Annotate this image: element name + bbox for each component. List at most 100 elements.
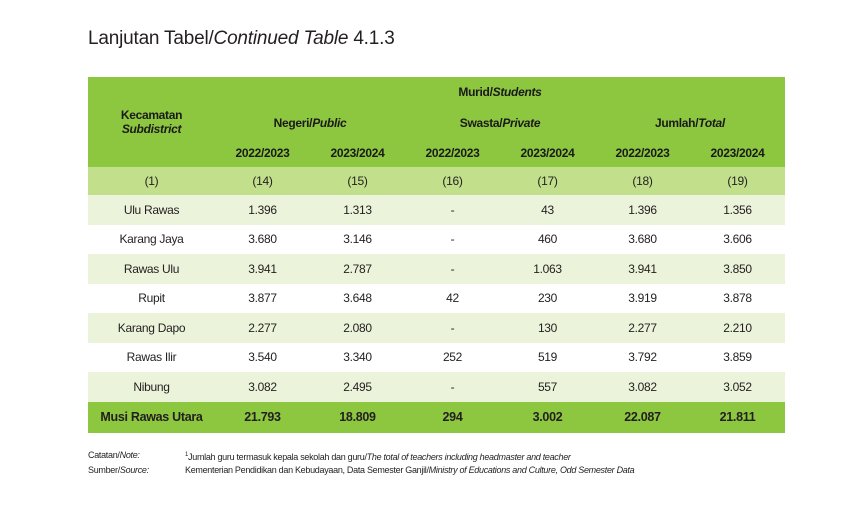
cell-value: 43 [500,195,595,225]
cell-value: 3.082 [215,372,310,402]
group-label: Swasta/ [459,116,503,130]
note-label: Catatan/Note: [88,449,185,464]
cell-value: - [405,372,500,402]
cell-value: 3.877 [215,283,310,313]
total-value: 21.793 [215,401,310,433]
note-label-id: Catatan/ [88,450,120,460]
cell-value: 3.606 [690,224,785,254]
row-name: Rupit [88,283,215,313]
column-number: (1) [88,167,215,195]
source-label-en: Source: [119,465,149,475]
total-value: 18.809 [310,401,405,433]
header-row-groups: Negeri/Public Swasta/Private Jumlah/Tota… [88,107,785,139]
header-kecamatan-label: Kecamatan [120,108,183,122]
group-label-en: Public [312,116,347,130]
table-row: Nibung 3.082 2.495 - 557 3.082 3.052 [88,372,785,402]
cell-value: 3.680 [595,224,690,254]
row-name: Rawas Ilir [88,342,215,372]
table-title: Lanjutan Tabel/Continued Table 4.1.3 [88,28,395,50]
note-superscript: 1 [185,452,189,458]
cell-value: 1.356 [690,195,785,225]
cell-value: 3.919 [595,283,690,313]
cell-value: 3.680 [215,224,310,254]
group-label: Negeri/ [273,116,313,130]
total-value: 22.087 [595,401,690,433]
footnotes: Catatan/Note: 1Jumlah guru termasuk kepa… [88,449,635,477]
cell-value: 1.063 [500,254,595,284]
column-number-row: (1) (14) (15) (16) (17) (18) (19) [88,167,785,195]
table-row: Karang Dapo 2.277 2.080 - 130 2.277 2.21… [88,313,785,343]
row-name: Karang Jaya [88,224,215,254]
note-label-en: Note: [119,450,140,460]
cell-value: 2.277 [215,313,310,343]
cell-value: 1.313 [310,195,405,225]
header-group-private: Swasta/Private [405,107,595,139]
note-text-id: Jumlah guru termasuk kepala sekolah dan … [188,452,367,462]
total-value: 294 [405,401,500,433]
header-subdistrict-label: Subdistrict [121,122,182,136]
header-murid: Murid/Students [215,77,785,107]
cell-value: 3.052 [690,372,785,402]
cell-value: 2.495 [310,372,405,402]
note-text: 1Jumlah guru termasuk kepala sekolah dan… [185,449,571,464]
cell-value: 42 [405,283,500,313]
source-text-id: Kementerian Pendidikan dan Kebudayaan, D… [185,465,429,475]
note-text-en: The total of teachers including headmast… [366,452,571,462]
cell-value: 2.080 [310,313,405,343]
header-group-total: Jumlah/Total [595,107,785,139]
row-name: Ulu Rawas [88,195,215,225]
column-number: (14) [215,167,310,195]
row-name: Rawas Ulu [88,254,215,284]
header-row-murid: Kecamatan Subdistrict Murid/Students [88,77,785,167]
cell-value: 3.941 [595,254,690,284]
cell-value: - [405,195,500,225]
header-year: 2023/2024 [500,139,595,167]
header-kecamatan: Kecamatan Subdistrict [88,77,215,167]
header-year: 2022/2023 [215,139,310,167]
cell-value: 1.396 [595,195,690,225]
source-text: Kementerian Pendidikan dan Kebudayaan, D… [185,464,635,477]
header-year: 2023/2024 [310,139,405,167]
cell-value: - [405,224,500,254]
table-row: Rawas Ilir 3.540 3.340 252 519 3.792 3.8… [88,342,785,372]
column-number: (18) [595,167,690,195]
total-name: Musi Rawas Utara [88,401,215,433]
cell-value: 3.850 [690,254,785,284]
group-label: Jumlah/ [655,116,699,130]
group-label-en: Total [698,116,725,130]
title-italic: Continued Table [213,28,349,49]
source-text-en: Ministry of Educations and Culture, Odd … [428,465,635,475]
cell-value: 3.082 [595,372,690,402]
cell-value: 2.277 [595,313,690,343]
column-number: (15) [310,167,405,195]
table-row: Ulu Rawas 1.396 1.313 - 43 1.396 1.356 [88,195,785,225]
cell-value: 460 [500,224,595,254]
cell-value: 3.540 [215,342,310,372]
note-line: Catatan/Note: 1Jumlah guru termasuk kepa… [88,449,634,464]
cell-value: 2.210 [690,313,785,343]
column-number: (16) [405,167,500,195]
cell-value: 519 [500,342,595,372]
header-year: 2022/2023 [595,139,690,167]
table-row: Rupit 3.877 3.648 42 230 3.919 3.878 [88,283,785,313]
row-name: Karang Dapo [88,313,215,343]
cell-value: 3.648 [310,283,405,313]
title-number: 4.1.3 [348,28,395,49]
table-row: Karang Jaya 3.680 3.146 - 460 3.680 3.60… [88,224,785,254]
source-line: Sumber/Source: Kementerian Pendidikan da… [88,464,635,477]
header-group-public: Negeri/Public [215,107,405,139]
cell-value: 3.941 [215,254,310,284]
cell-value: 3.859 [690,342,785,372]
column-number: (17) [500,167,595,195]
title-prefix: Lanjutan Tabel/ [88,28,214,49]
cell-value: 230 [500,283,595,313]
cell-value: 2.787 [310,254,405,284]
cell-value: - [405,254,500,284]
cell-value: 1.396 [215,195,310,225]
cell-value: 3.878 [690,283,785,313]
students-table: Kecamatan Subdistrict Murid/Students Neg… [88,77,785,433]
row-name: Nibung [88,372,215,402]
header-murid-label: Murid/ [458,85,493,99]
group-label-en: Private [502,116,541,130]
header-row-years: 2022/2023 2023/2024 2022/2023 2023/2024 … [88,139,785,167]
